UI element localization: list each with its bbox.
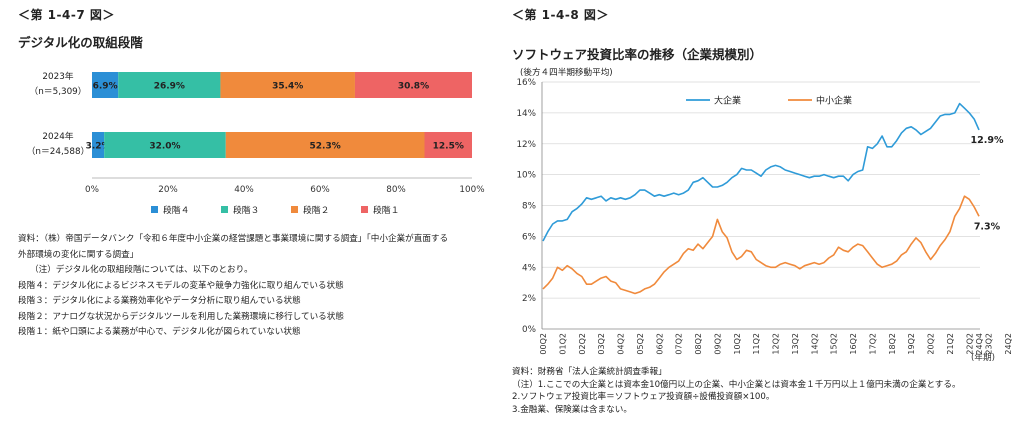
x-tick-label: 24Q2 bbox=[1004, 333, 1013, 355]
bar-segment bbox=[92, 132, 105, 158]
bar-data-label: 12.5% bbox=[433, 142, 464, 152]
left-chart-title: デジタル化の取組段階 bbox=[18, 35, 143, 50]
x-tick-label: 04Q2 bbox=[617, 333, 626, 355]
x-tick-label: 100% bbox=[459, 185, 484, 195]
y-tick-label: 16% bbox=[516, 78, 536, 88]
x-tick-label: 20Q2 bbox=[927, 333, 936, 355]
legend-label: 中小企業 bbox=[816, 95, 852, 107]
x-tick-label: 40% bbox=[234, 185, 254, 195]
series-end-label: 7.3% bbox=[974, 221, 1001, 232]
x-tick-label: 07Q2 bbox=[675, 333, 684, 355]
x-tick-label: 15Q2 bbox=[830, 333, 839, 355]
bar-segment bbox=[354, 72, 472, 98]
bar-data-label: 32.0% bbox=[149, 142, 180, 152]
left-note-line: 段階１：紙や口頭による業務が中心で、デジタル化が図られていない状態 bbox=[18, 327, 301, 337]
x-tick-label: 80% bbox=[386, 185, 406, 195]
legend-label: 段階１ bbox=[373, 204, 399, 216]
y-tick-label: 0% bbox=[522, 325, 536, 335]
bar-category-label: 2024年 bbox=[42, 130, 73, 142]
y-tick-label: 2% bbox=[522, 294, 536, 304]
x-tick-label: 13Q2 bbox=[791, 333, 800, 355]
bar-category-label: （n＝24,588） bbox=[27, 146, 90, 157]
bar-segment bbox=[424, 132, 472, 158]
x-tick-label: 10Q2 bbox=[733, 333, 742, 355]
right-chart-subtitle: (後方４四半期移動平均) bbox=[520, 68, 613, 78]
y-tick-label: 12% bbox=[516, 140, 536, 150]
bar-data-label: 6.9% bbox=[93, 82, 118, 92]
right-figure-label: ＜第 1-4-8 図＞ bbox=[512, 8, 609, 22]
x-tick-label: 20% bbox=[158, 185, 178, 195]
x-tick-label: 17Q2 bbox=[868, 333, 877, 355]
x-tick-label: 12Q2 bbox=[772, 333, 781, 355]
right-note-line: 資料：財務省「法人企業統計調査季報」 bbox=[512, 367, 667, 377]
right-chart-title: ソフトウェア投資比率の推移（企業規模別） bbox=[512, 47, 763, 62]
bar-segment bbox=[92, 72, 119, 98]
x-tick-label: 18Q2 bbox=[888, 333, 897, 355]
x-axis-label: (年期) bbox=[971, 351, 995, 363]
left-notes: 資料：（株）帝国データバンク「令和６年度中小企業の経営課題と事業環境に関する調査… bbox=[18, 232, 448, 341]
left-note-line: 資料：（株）帝国データバンク「令和６年度中小企業の経営課題と事業環境に関する調査… bbox=[18, 234, 449, 244]
x-tick-label: 14Q2 bbox=[810, 333, 819, 355]
x-tick-label: 60% bbox=[310, 185, 330, 195]
x-tick-label: 21Q2 bbox=[946, 333, 955, 355]
x-tick-label: 01Q2 bbox=[558, 333, 567, 355]
x-tick-label: 06Q2 bbox=[655, 333, 664, 355]
legend-label: 大企業 bbox=[714, 95, 741, 107]
bar-data-label: 35.4% bbox=[272, 82, 303, 92]
x-tick-label: 09Q2 bbox=[713, 333, 722, 355]
left-figure-label: ＜第 1-4-7 図＞ bbox=[18, 8, 115, 22]
right-note-line: 2.ソフトウェア投資比率＝ソフトウェア投資額÷設備投資額×100。 bbox=[512, 392, 775, 402]
x-tick-label: 11Q2 bbox=[752, 333, 761, 355]
bar-category-label: （n＝5,309） bbox=[29, 86, 86, 97]
legend-swatch bbox=[361, 206, 368, 213]
right-note-line: （注）1.ここでの大企業とは資本金10億円以上の企業、中小企業とは資本金１千万円… bbox=[512, 379, 961, 390]
y-tick-label: 14% bbox=[516, 109, 536, 119]
legend-label: 段階３ bbox=[233, 204, 259, 216]
bar-data-label: 3.2% bbox=[86, 142, 111, 152]
right-notes: 資料：財務省「法人企業統計調査季報」 （注）1.ここでの大企業とは資本金10億円… bbox=[512, 366, 961, 416]
series-line bbox=[542, 102, 980, 242]
legend-label: 段階４ bbox=[163, 204, 189, 216]
right-note-line: 3.金融業、保険業は含まない。 bbox=[512, 404, 632, 415]
x-tick-label: 0% bbox=[85, 185, 99, 195]
bar-data-label: 30.8% bbox=[398, 82, 429, 92]
x-tick-label: 22Q2 bbox=[965, 333, 974, 355]
stacked-bar-chart: 2023年 （n＝5,309） 6.9% 26.9% 35.4% 30.8% 2024年 （n… bbox=[27, 70, 485, 216]
left-note-line: 段階４：デジタル化によるビジネスモデルの変革や競争力強化に取り組んでいる状態 bbox=[18, 280, 344, 291]
bar-segment bbox=[118, 72, 221, 98]
line-chart: 0% 2% 4% 6% 8% 10% 12% 14% 16% 00Q2 01Q2 02Q2 03Q2 04… bbox=[516, 78, 1013, 363]
bar-segment bbox=[104, 132, 226, 158]
x-tick-label: 16Q2 bbox=[849, 333, 858, 355]
x-tick-label: 19Q2 bbox=[907, 333, 916, 355]
x-tick-label: 23Q2 bbox=[985, 333, 994, 355]
bar-data-label: 52.3% bbox=[310, 142, 341, 152]
y-tick-label: 8% bbox=[522, 202, 536, 212]
x-tick-label: 02Q2 bbox=[578, 333, 587, 355]
y-tick-label: 4% bbox=[522, 263, 536, 273]
y-tick-label: 10% bbox=[516, 171, 536, 181]
legend-swatch bbox=[221, 206, 228, 213]
y-tick-label: 6% bbox=[522, 232, 536, 242]
series-end-label: 12.9% bbox=[971, 135, 1004, 146]
x-tick-label: 08Q2 bbox=[694, 333, 703, 355]
x-tick-label: 00Q2 bbox=[539, 333, 548, 355]
left-note-line: （注）デジタル化の取組段階については、以下のとおり。 bbox=[30, 265, 253, 275]
series-line bbox=[542, 195, 980, 295]
bar-data-label: 26.9% bbox=[154, 82, 185, 92]
left-note-line: 段階２：アナログな状況からデジタルツールを利用した業務環境に移行している状態 bbox=[18, 311, 344, 322]
legend-swatch bbox=[151, 206, 158, 213]
bar-segment bbox=[225, 132, 425, 158]
left-note-line: 段階３：デジタル化による業務効率化やデータ分析に取り組んでいる状態 bbox=[18, 296, 301, 306]
legend-label: 段階２ bbox=[303, 204, 329, 216]
bar-category-label: 2023年 bbox=[42, 70, 73, 82]
x-tick-label: 05Q2 bbox=[636, 333, 645, 355]
legend-swatch bbox=[291, 206, 298, 213]
x-tick-label: 03Q2 bbox=[597, 333, 606, 355]
left-note-line: 外部環境の変化に関する調査」 bbox=[18, 249, 139, 260]
bar-segment bbox=[220, 72, 355, 98]
x-tick-label: 24Q4 bbox=[975, 333, 984, 355]
